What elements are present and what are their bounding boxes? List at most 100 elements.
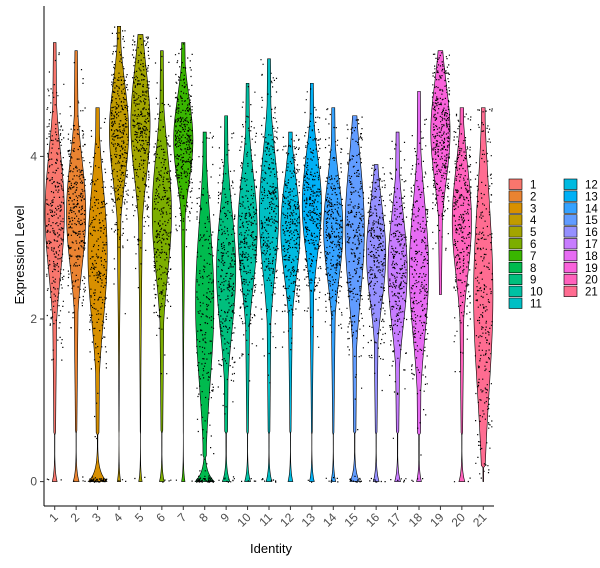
x-tick-label-19: 19 bbox=[427, 510, 447, 530]
points-12 bbox=[281, 134, 301, 351]
legend-swatch-9 bbox=[508, 273, 523, 286]
legend-item-9: 9 bbox=[508, 273, 536, 287]
violin-20 bbox=[451, 107, 472, 482]
legend-label-15: 15 bbox=[585, 215, 598, 227]
legend-label-20: 20 bbox=[585, 275, 598, 287]
legend-label-13: 13 bbox=[585, 191, 598, 203]
legend-label-14: 14 bbox=[585, 203, 598, 215]
legend-swatch-1 bbox=[508, 178, 523, 190]
points-1 bbox=[46, 52, 65, 481]
violin-17 bbox=[387, 131, 408, 482]
legend-swatch-20 bbox=[563, 273, 578, 286]
legend-item-20: 20 bbox=[563, 273, 598, 287]
y-tick-label-0: 0 bbox=[30, 475, 37, 489]
jitter-dots-20 bbox=[453, 113, 472, 483]
legend-label-19: 19 bbox=[585, 263, 598, 275]
violin-16 bbox=[366, 164, 387, 482]
legend-swatch-15 bbox=[563, 214, 578, 226]
x-tick-label-12: 12 bbox=[277, 510, 297, 530]
violin-8 bbox=[194, 131, 216, 482]
y-tick-label-2: 2 bbox=[30, 312, 37, 326]
violin-9 bbox=[216, 115, 237, 482]
violin-18 bbox=[409, 91, 429, 482]
legend-item-4: 4 bbox=[508, 214, 537, 227]
jitter-dots-10 bbox=[239, 86, 258, 482]
x-tick-label-7: 7 bbox=[175, 510, 190, 525]
legend-item-21: 21 bbox=[563, 285, 598, 299]
legend-swatch-7 bbox=[508, 250, 523, 262]
legend-item-19: 19 bbox=[563, 261, 598, 275]
y-axis-title: Expression Level bbox=[12, 205, 27, 304]
legend-item-8: 8 bbox=[508, 261, 536, 275]
legend-label-9: 9 bbox=[530, 275, 536, 287]
legend-swatch-3 bbox=[508, 202, 523, 214]
legend-label-21: 21 bbox=[585, 287, 598, 299]
legend-swatch-12 bbox=[563, 178, 578, 190]
legend-item-17: 17 bbox=[563, 238, 598, 251]
x-tick-label-21: 21 bbox=[470, 510, 490, 530]
legend-swatch-2 bbox=[508, 190, 523, 202]
x-tick-label-20: 20 bbox=[449, 510, 469, 530]
violin-4 bbox=[109, 26, 129, 482]
legend-label-4: 4 bbox=[530, 215, 537, 227]
violin-12 bbox=[280, 131, 301, 482]
legend-swatch-5 bbox=[508, 226, 523, 238]
legend-swatch-18 bbox=[563, 250, 578, 262]
points-18 bbox=[410, 118, 429, 482]
legend-item-12: 12 bbox=[563, 178, 598, 192]
x-tick-label-8: 8 bbox=[196, 510, 211, 525]
jitter-dots-18 bbox=[410, 118, 429, 482]
x-tick-label-13: 13 bbox=[299, 510, 319, 530]
violin-3 bbox=[87, 107, 108, 482]
violin-14 bbox=[323, 107, 344, 482]
violin-13 bbox=[301, 82, 322, 482]
legend-swatch-13 bbox=[563, 190, 578, 202]
violin-10 bbox=[237, 82, 258, 482]
jitter-dots-3 bbox=[89, 118, 108, 483]
violin-7 bbox=[173, 42, 194, 482]
legend-item-14: 14 bbox=[563, 202, 598, 215]
points-20 bbox=[453, 113, 472, 483]
legend-swatch-10 bbox=[508, 285, 523, 297]
legend-item-13: 13 bbox=[563, 190, 598, 203]
points-10 bbox=[239, 86, 258, 482]
legend-label-12: 12 bbox=[585, 180, 598, 192]
jitter-dots-9 bbox=[217, 126, 236, 483]
legend-item-15: 15 bbox=[563, 214, 598, 227]
points-9 bbox=[217, 126, 236, 483]
legend-swatch-19 bbox=[563, 261, 578, 274]
violins-layer bbox=[44, 26, 494, 482]
legend-swatch-4 bbox=[508, 214, 523, 226]
legend-item-2: 2 bbox=[508, 190, 536, 203]
x-tick-label-5: 5 bbox=[132, 510, 147, 525]
violin-6 bbox=[151, 50, 172, 482]
x-tick-label-4: 4 bbox=[110, 510, 125, 525]
violin-5 bbox=[130, 34, 151, 482]
points-3 bbox=[89, 118, 108, 483]
points-13 bbox=[303, 88, 322, 483]
x-tick-label-16: 16 bbox=[363, 510, 383, 530]
x-tick-label-1: 1 bbox=[46, 510, 61, 525]
jitter-dots-12 bbox=[281, 134, 301, 351]
legend-label-2: 2 bbox=[530, 191, 536, 203]
legend-label-7: 7 bbox=[530, 251, 536, 263]
points-5 bbox=[131, 35, 151, 480]
legend-label-1: 1 bbox=[530, 180, 536, 192]
jitter-dots-7 bbox=[174, 43, 193, 482]
legend-swatch-11 bbox=[508, 297, 523, 309]
legend-swatch-14 bbox=[563, 202, 578, 214]
legend-label-11: 11 bbox=[530, 299, 542, 311]
legend-swatch-17 bbox=[563, 238, 578, 250]
points-7 bbox=[174, 43, 193, 482]
jitter-dots-5 bbox=[131, 35, 151, 480]
jitter-dots-19 bbox=[431, 52, 451, 251]
legend-label-10: 10 bbox=[530, 287, 543, 299]
x-tick-label-14: 14 bbox=[320, 510, 340, 530]
legend-item-16: 16 bbox=[563, 226, 598, 239]
jitter-dots-14 bbox=[324, 108, 343, 483]
legend-label-6: 6 bbox=[530, 239, 536, 251]
x-tick-label-18: 18 bbox=[406, 510, 426, 530]
legend-item-18: 18 bbox=[563, 250, 598, 263]
